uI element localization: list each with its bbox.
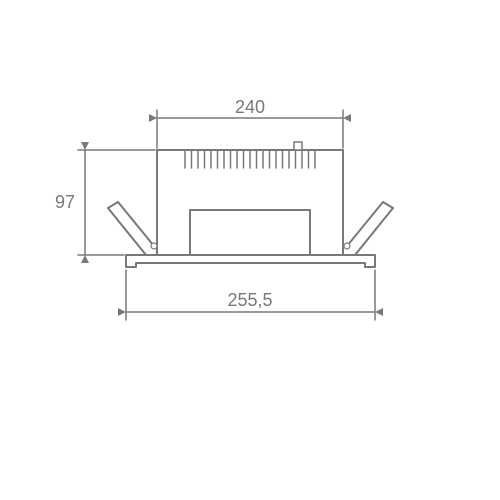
heatsink-fins — [185, 150, 315, 168]
dimension-top-label: 240 — [235, 97, 265, 117]
dimension-bottom-label: 255,5 — [227, 290, 272, 310]
technical-drawing: 240 97 255,5 — [0, 0, 500, 500]
cable-gland — [294, 142, 302, 150]
dimension-left-label: 97 — [55, 192, 75, 212]
